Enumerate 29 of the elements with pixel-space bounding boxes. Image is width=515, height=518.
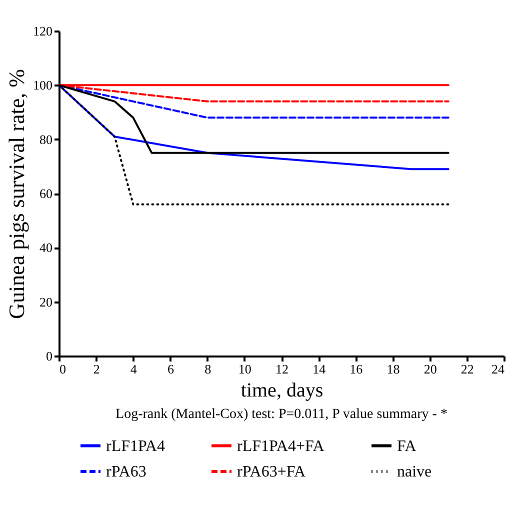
legend-label: rPA63+FA <box>237 464 306 480</box>
legend-label: rLF1PA4 <box>106 438 165 455</box>
x-axis-title: time, days <box>240 380 324 402</box>
x-tick-label: 22 <box>460 362 474 376</box>
x-tick-label: 24 <box>492 362 505 376</box>
x-tick-label: 2 <box>93 362 100 376</box>
y-tick-label: 60 <box>40 186 52 201</box>
x-tick-label: 4 <box>130 362 138 376</box>
legend-label: naive <box>397 464 432 480</box>
x-tick-label: 16 <box>350 362 364 376</box>
x-tick-label: 14 <box>312 362 326 376</box>
x-tick-label: 6 <box>168 362 174 376</box>
x-tick-label: 8 <box>204 362 212 376</box>
legend-label: FA <box>397 438 417 455</box>
y-tick-label: 0 <box>46 348 52 364</box>
x-tick-label: 0 <box>60 362 66 376</box>
x-tick-label: 18 <box>386 362 400 376</box>
y-tick-label: 20 <box>40 294 52 310</box>
y-tick-label: 100 <box>33 78 52 93</box>
x-tick-label: 12 <box>276 362 288 376</box>
y-tick-label: 80 <box>40 132 52 147</box>
y-tick-label: 120 <box>33 24 52 38</box>
legend-label: rLF1PA4+FA <box>237 438 325 455</box>
text: Log-rank (Mantel-Cox) test: P=0.011, P value summary - * <box>116 407 448 422</box>
y-tick-label: 40 <box>40 240 52 256</box>
legend-label: rPA63 <box>106 464 146 480</box>
y-axis-title: Guinea pigs survival rate, % <box>4 69 29 319</box>
x-tick-label: 10 <box>238 362 252 376</box>
x-tick-label: 20 <box>424 362 437 376</box>
